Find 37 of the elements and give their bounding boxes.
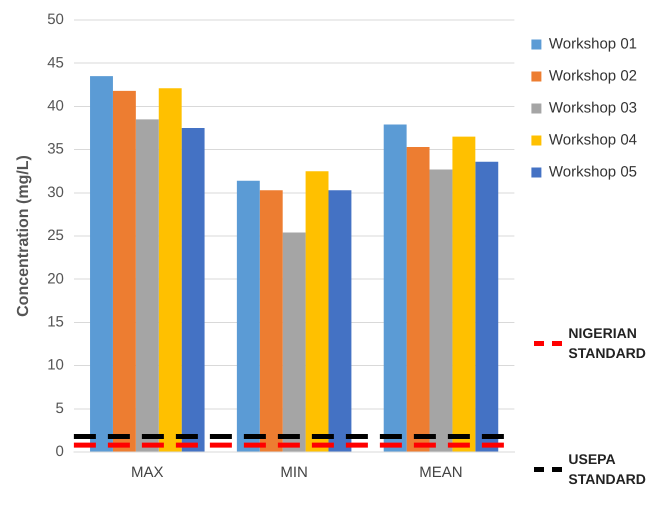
y-tick-label: 40 bbox=[47, 98, 64, 115]
bar bbox=[236, 180, 260, 452]
legend-label: Workshop 04 bbox=[548, 132, 638, 149]
bar bbox=[158, 88, 182, 452]
y-axis-title: Concentration (mg/L) bbox=[15, 155, 32, 317]
x-tick-label: MIN bbox=[280, 464, 308, 482]
bar bbox=[328, 190, 352, 452]
bar bbox=[452, 136, 476, 452]
bar bbox=[112, 90, 136, 452]
bar bbox=[475, 162, 498, 452]
bar bbox=[260, 190, 283, 452]
y-tick-label: 30 bbox=[47, 184, 64, 201]
y-tick-label: 15 bbox=[47, 314, 64, 331]
bar bbox=[182, 128, 205, 452]
bar bbox=[430, 169, 452, 452]
bar bbox=[136, 119, 159, 452]
bar bbox=[282, 232, 306, 452]
bar bbox=[384, 124, 407, 452]
legend-label: Workshop 03 bbox=[548, 100, 638, 117]
y-tick-label: 10 bbox=[47, 356, 64, 374]
y-tick-label: 5 bbox=[56, 400, 64, 417]
y-tick-label: 35 bbox=[47, 140, 64, 158]
bar bbox=[306, 171, 328, 452]
legend-label: Workshop 05 bbox=[548, 164, 638, 181]
x-tick-label: MEAN bbox=[419, 464, 463, 482]
legend-label: Workshop 01 bbox=[548, 36, 638, 53]
y-tick-label: 25 bbox=[47, 227, 64, 244]
y-tick-label: 0 bbox=[56, 443, 64, 460]
x-tick-label: MAX bbox=[131, 464, 164, 482]
legend-label: Workshop 02 bbox=[548, 68, 638, 85]
legend-label: NIGERIAN STANDARD bbox=[568, 324, 647, 363]
bar bbox=[406, 147, 430, 452]
y-tick-label: 45 bbox=[47, 54, 64, 72]
y-tick-label: 50 bbox=[47, 11, 64, 28]
y-tick-label: 20 bbox=[47, 270, 64, 288]
legend-label: USEPA STANDARD bbox=[568, 450, 647, 489]
bar bbox=[90, 76, 113, 452]
